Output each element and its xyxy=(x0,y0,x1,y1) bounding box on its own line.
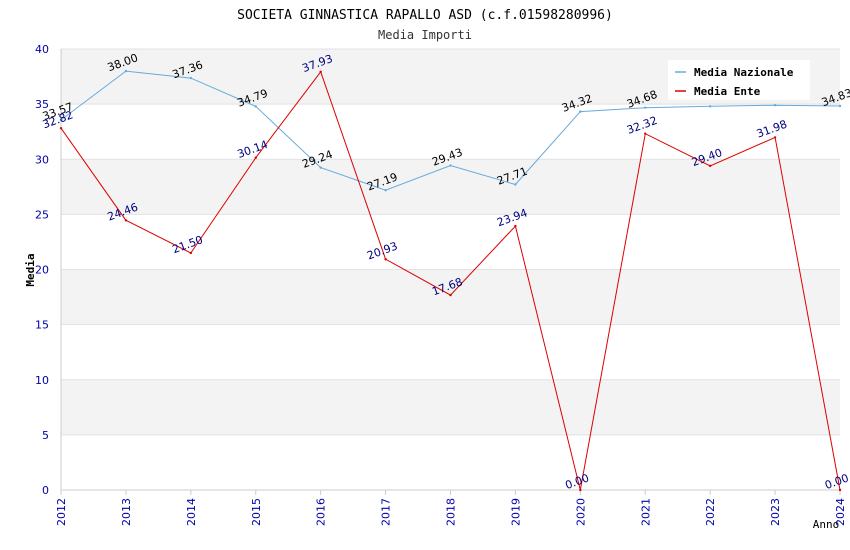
y-tick-label: 0 xyxy=(42,484,49,497)
x-axis-label: Anno xyxy=(813,518,840,531)
chart-title: SOCIETA GINNASTICA RAPALLO ASD (c.f.0159… xyxy=(237,8,613,23)
data-point xyxy=(124,69,128,73)
data-label: 0.00 xyxy=(823,471,850,492)
data-point xyxy=(579,110,582,113)
grid-band xyxy=(61,269,840,325)
data-point xyxy=(319,70,322,74)
series-lines xyxy=(59,69,842,492)
x-tick-label: 2022 xyxy=(704,498,717,526)
x-tick-label: 2018 xyxy=(445,498,458,526)
data-point xyxy=(579,488,582,492)
data-point xyxy=(773,104,777,107)
x-tick-label: 2013 xyxy=(120,498,133,526)
data-point xyxy=(319,166,322,169)
x-tick-label: 2015 xyxy=(250,498,263,526)
legend-label: Media Ente xyxy=(694,85,761,98)
data-point xyxy=(838,104,842,108)
data-point xyxy=(449,164,452,167)
y-axis-label: Media xyxy=(24,253,37,286)
x-tick-label: 2024 xyxy=(834,498,847,526)
legend: Media Nazionale Media Ente xyxy=(668,60,810,100)
chart-subtitle: Media Importi xyxy=(378,28,472,42)
data-point xyxy=(59,118,63,122)
x-axis-ticks: 2012 2013 2014 2015 2016 2017 2018 2019 2020 2021… xyxy=(55,490,847,526)
data-label: 20.93 xyxy=(365,239,399,262)
data-point xyxy=(514,183,517,186)
y-tick-label: 5 xyxy=(42,429,49,442)
x-tick-label: 2019 xyxy=(509,498,522,526)
x-tick-label: 2017 xyxy=(380,498,393,526)
data-point xyxy=(189,76,193,80)
x-tick-label: 2023 xyxy=(769,498,782,526)
data-point xyxy=(514,224,517,228)
data-label: 0.00 xyxy=(563,471,590,492)
y-tick-label: 15 xyxy=(35,319,49,332)
x-tick-label: 2014 xyxy=(185,498,198,526)
data-label: 31.98 xyxy=(755,118,789,141)
data-point xyxy=(254,105,257,108)
x-tick-label: 2020 xyxy=(574,498,587,526)
data-point xyxy=(644,106,647,109)
y-tick-label: 35 xyxy=(35,98,49,111)
data-point xyxy=(384,258,387,261)
data-label: 21.50 xyxy=(171,233,205,256)
data-point xyxy=(124,219,128,222)
x-tick-label: 2016 xyxy=(315,498,328,526)
legend-label: Media Nazionale xyxy=(694,66,794,79)
data-point xyxy=(708,105,712,108)
grid-bands xyxy=(61,49,840,435)
data-point xyxy=(773,136,777,139)
x-tick-label: 2021 xyxy=(639,498,652,526)
data-point xyxy=(384,189,387,192)
data-label: 32.32 xyxy=(625,114,659,137)
y-tick-label: 25 xyxy=(35,208,49,221)
data-point xyxy=(449,293,452,297)
y-axis-ticks: 0 5 10 15 20 25 30 35 40 xyxy=(35,43,49,497)
grid-band xyxy=(61,379,840,435)
y-tick-label: 30 xyxy=(35,153,49,166)
y-tick-label: 20 xyxy=(35,264,49,277)
data-label: 30.14 xyxy=(236,138,270,161)
x-tick-label: 2012 xyxy=(55,498,68,526)
data-point xyxy=(644,132,647,135)
data-point xyxy=(838,488,842,492)
data-point xyxy=(708,164,712,168)
y-tick-label: 10 xyxy=(35,374,49,387)
data-point xyxy=(189,251,193,255)
y-tick-label: 40 xyxy=(35,43,49,56)
legend-box xyxy=(668,60,810,100)
data-point xyxy=(254,156,257,159)
data-point xyxy=(59,126,63,130)
grid-band xyxy=(61,159,840,215)
